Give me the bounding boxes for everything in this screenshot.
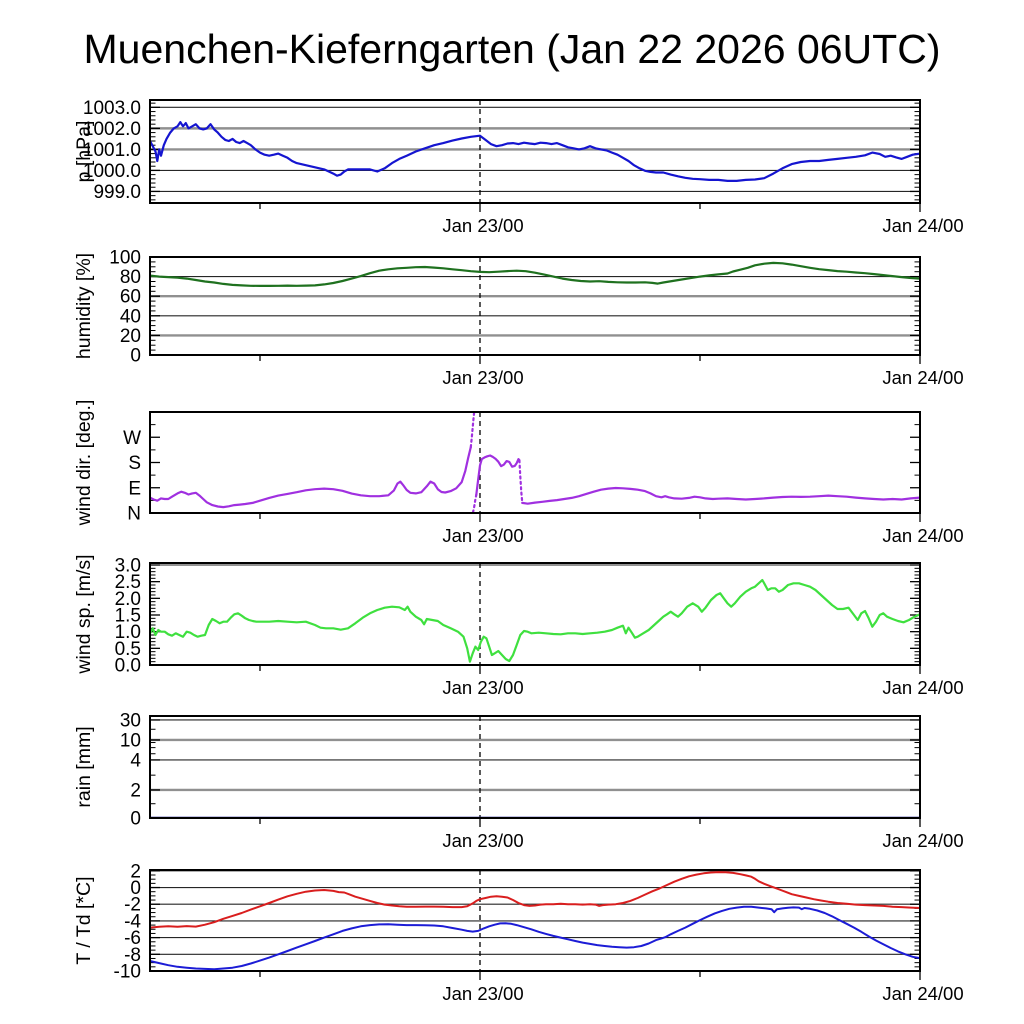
panel-frame	[149, 715, 921, 819]
x-tick-label: Jan 24/00	[882, 367, 963, 388]
x-tick-label: Jan 24/00	[882, 830, 963, 851]
y-tick-label: S	[128, 453, 141, 474]
y-tick-label: 1.5	[115, 606, 141, 627]
y-axis-label: p [hPa]	[73, 121, 95, 183]
y-tick-label: 4	[130, 750, 141, 771]
y-tick-label: 60	[120, 287, 141, 308]
panel-wind-speed: 3.02.52.01.51.00.50.0 wind sp. [m/s] Jan 2…	[73, 554, 964, 698]
panel-frame	[149, 869, 921, 972]
y-axis-label: wind dir. [deg.]	[73, 400, 95, 527]
y-tick-label: 2.5	[115, 572, 141, 593]
y-axis-label: rain [mm]	[73, 726, 95, 807]
y-tick-label: 1000.0	[83, 161, 141, 182]
x-tick-label: Jan 23/00	[442, 830, 523, 851]
panel-frame	[149, 562, 921, 666]
y-tick-label: 0	[130, 878, 141, 899]
series-wind-direction	[469, 412, 476, 449]
panel-temperature: 20-2-4-6-8-10 T / Td [*C] Jan 23/00 Jan 24/…	[73, 861, 964, 1004]
series-temperature	[150, 871, 920, 929]
x-tick-label: Jan 23/00	[442, 983, 523, 1004]
y-tick-label: 2.0	[115, 589, 141, 610]
series-wind-direction	[521, 486, 920, 505]
y-tick-label: W	[123, 428, 141, 449]
series-wind-direction	[475, 454, 521, 496]
y-tick-label: 20	[120, 326, 141, 347]
x-tick-label: Jan 23/00	[442, 677, 523, 698]
chart-title: Muenchen-Kieferngarten (Jan 22 2026 06UT…	[83, 26, 941, 72]
series-wind-speed	[150, 578, 920, 663]
y-tick-label: 0.0	[115, 656, 141, 677]
y-tick-label: -2	[124, 895, 141, 916]
y-tick-label: -6	[124, 928, 141, 949]
y-axis-label: T / Td [*C]	[73, 876, 95, 964]
y-tick-label: 3.0	[115, 556, 141, 577]
x-tick-label: Jan 24/00	[882, 983, 963, 1004]
y-tick-label: 1003.0	[83, 98, 141, 119]
series-wind-direction	[150, 446, 472, 509]
panel-frame	[149, 99, 921, 204]
y-tick-label: N	[127, 504, 141, 525]
y-tick-label: 30	[120, 710, 141, 731]
y-tick-label: E	[128, 478, 141, 499]
y-tick-label: 999.0	[93, 182, 141, 203]
y-tick-label: 80	[120, 267, 141, 288]
series-wind-direction	[518, 459, 524, 503]
y-tick-label: 10	[120, 730, 141, 751]
x-tick-label: Jan 23/00	[442, 215, 523, 236]
x-tick-label: Jan 23/00	[442, 367, 523, 388]
x-tick-label: Jan 24/00	[882, 215, 963, 236]
y-tick-label: 1002.0	[83, 119, 141, 140]
y-tick-label: 2	[130, 780, 141, 801]
series-humidity	[150, 261, 920, 287]
y-tick-label: 1001.0	[83, 140, 141, 161]
x-tick-label: Jan 24/00	[882, 525, 963, 546]
series-dewpoint	[150, 905, 920, 971]
y-tick-label: 0	[130, 809, 141, 830]
y-tick-label: 0.5	[115, 639, 141, 660]
y-tick-label: -10	[114, 962, 141, 983]
series-wind-direction	[471, 493, 478, 513]
y-axis-label: humidity [%]	[73, 253, 95, 359]
panel-frame	[149, 256, 921, 356]
series-pressure	[150, 120, 920, 182]
y-tick-label: 2	[130, 861, 141, 882]
y-tick-label: -4	[124, 911, 141, 932]
x-tick-label: Jan 24/00	[882, 677, 963, 698]
y-tick-label: 100	[109, 248, 141, 269]
y-tick-label: 40	[120, 306, 141, 327]
y-tick-label: 1.0	[115, 622, 141, 643]
panel-frame	[149, 411, 921, 514]
x-tick-label: Jan 23/00	[442, 525, 523, 546]
y-tick-label: -8	[124, 945, 141, 966]
y-axis-label: wind sp. [m/s]	[73, 554, 95, 674]
y-tick-label: 0	[130, 346, 141, 367]
